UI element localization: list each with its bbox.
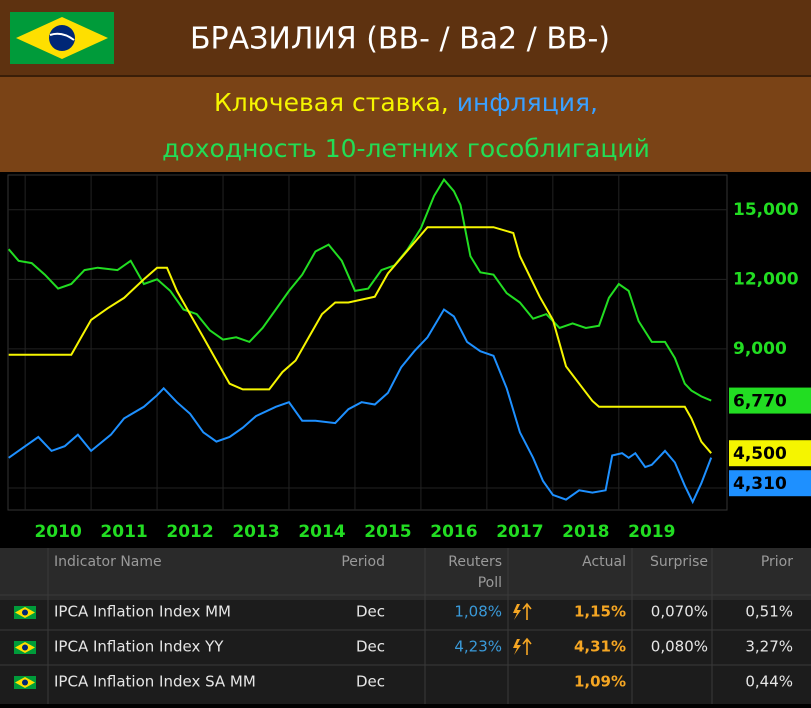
flag-globe	[22, 679, 28, 686]
x-tick-label: 2011	[100, 522, 147, 542]
end-value-box	[729, 470, 811, 497]
subtitle-rate: Ключевая ставка,	[214, 88, 449, 117]
column-header: Indicator Name	[54, 554, 162, 570]
flag	[10, 12, 114, 64]
cell-actual: 4,31%	[574, 638, 626, 656]
cell-surprise: 0,070%	[651, 603, 708, 621]
column-header: Actual	[582, 554, 626, 570]
title-bar	[0, 0, 811, 76]
column-header: Reuters Poll	[448, 554, 502, 591]
up-arrow	[522, 602, 532, 620]
end-value-box	[729, 440, 811, 467]
cell-actual: 1,09%	[574, 673, 626, 691]
end-value-label: 4,500	[733, 444, 787, 464]
title: БРАЗИЛИЯ (BB- / Ba2 / BB-)	[190, 22, 610, 57]
subtitle-bar	[0, 76, 811, 172]
y-tick-label: 9,000	[733, 339, 787, 359]
x-tick-label: 2010	[34, 522, 81, 542]
x-tick-label: 2019	[628, 522, 675, 542]
x-tick-label: 2016	[430, 522, 477, 542]
surprise-icon	[513, 639, 521, 655]
row-flag	[14, 676, 36, 689]
x-tick-label: 2013	[232, 522, 279, 542]
cell-poll: 4,23%	[454, 638, 502, 656]
y-tick-label: 12,000	[733, 269, 799, 289]
y-tick-label: 15,000	[733, 200, 799, 220]
row-flag	[14, 641, 36, 654]
cell-name: IPCA Inflation Index MM	[54, 603, 231, 621]
table-header	[0, 548, 811, 600]
column-header: Prior	[761, 554, 793, 570]
cell-name: IPCA Inflation Index YY	[54, 638, 224, 656]
subtitle-inflation: инфляция,	[457, 88, 598, 117]
cell-period: Dec	[356, 638, 385, 656]
x-tick-label: 2012	[166, 522, 213, 542]
end-value-label: 4,310	[733, 474, 787, 494]
cell-poll: 1,08%	[454, 603, 502, 621]
x-tick-label: 2015	[364, 522, 411, 542]
x-tick-label: 2018	[562, 522, 609, 542]
series-line	[7, 177, 712, 402]
cell-prior: 3,27%	[745, 638, 793, 656]
up-arrow	[522, 637, 532, 655]
cell-actual: 1,15%	[574, 603, 626, 621]
row-flag	[14, 606, 36, 619]
flag-globe	[22, 644, 28, 651]
cell-period: Dec	[356, 673, 385, 691]
flag-globe	[22, 609, 28, 616]
cell-surprise: 0,080%	[651, 638, 708, 656]
cell-name: IPCA Inflation Index SA MM	[54, 673, 256, 691]
column-header: Period	[341, 554, 385, 570]
series-line	[8, 308, 713, 505]
x-tick-label: 2014	[298, 522, 345, 542]
x-tick-label: 2017	[496, 522, 543, 542]
cell-prior: 0,51%	[745, 603, 793, 621]
end-value-label: 6,770	[733, 392, 787, 412]
plot-frame	[7, 174, 728, 511]
cell-prior: 0,44%	[745, 673, 793, 691]
subtitle-line: Ключевая ставка, инфляция,	[214, 88, 598, 117]
subtitle-yield: доходность 10-летних гособлигаций	[162, 134, 650, 163]
series-line	[8, 226, 712, 454]
column-header: Surprise	[650, 554, 708, 570]
cell-period: Dec	[356, 603, 385, 621]
end-value-box	[729, 387, 811, 414]
surprise-icon	[513, 604, 521, 620]
